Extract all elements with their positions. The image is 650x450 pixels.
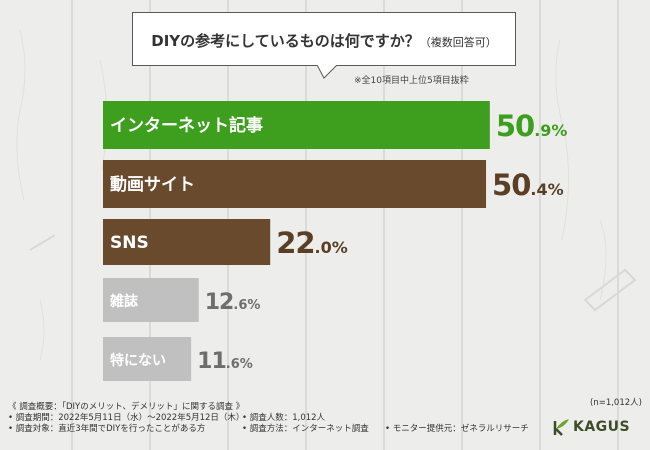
question-sub: （複数回答可）: [419, 36, 497, 49]
sample-size-note: (n=1,012人): [590, 398, 642, 408]
bar-3: [103, 278, 199, 322]
bar-0: [103, 101, 490, 149]
category-label-2: SNS: [110, 233, 149, 253]
category-label-1: 動画サイト: [110, 174, 195, 195]
bubble-tail: [316, 65, 338, 79]
survey-people: • 調査人数：1,012人: [242, 413, 326, 423]
category-label-0: インターネット記事: [110, 115, 263, 136]
value-label-4: 11.6%: [197, 349, 253, 374]
question-main: DIYの参考にしているものは何ですか？: [151, 32, 420, 50]
value-label-2: 22.0%: [276, 226, 348, 260]
bar-4: [103, 337, 192, 381]
survey-title: 《 調査概要：「DIYのメリット、デメリット」に関する調査 》: [8, 402, 245, 412]
survey-target: • 調査対象：直近3年間でDIYを行ったことがある方: [8, 424, 206, 434]
value-label-3: 12.6%: [205, 290, 261, 315]
leaf-logo-icon: [553, 419, 569, 436]
survey-period: • 調査期間：2022年5月11日（水）～2022年5月12日（木）: [8, 413, 245, 423]
category-label-4: 特にない: [110, 352, 166, 369]
survey-method: • 調査方法：インターネット調査: [242, 424, 369, 434]
survey-provider: • モニター提供元：ゼネラルリサーチ: [385, 424, 529, 434]
bar-2: [103, 219, 271, 265]
bar-1: [103, 160, 487, 208]
question-title: DIYの参考にしているものは何ですか？（複数回答可）: [133, 30, 515, 51]
subset-note: ※全10項目中上位5項目抜粋: [354, 76, 469, 86]
value-label-0: 50.9%: [496, 109, 568, 143]
logo-text: KAGUS: [573, 419, 631, 435]
kagus-logo: KAGUS: [553, 417, 630, 437]
value-label-1: 50.4%: [492, 168, 564, 202]
category-label-3: 雑誌: [109, 293, 138, 310]
